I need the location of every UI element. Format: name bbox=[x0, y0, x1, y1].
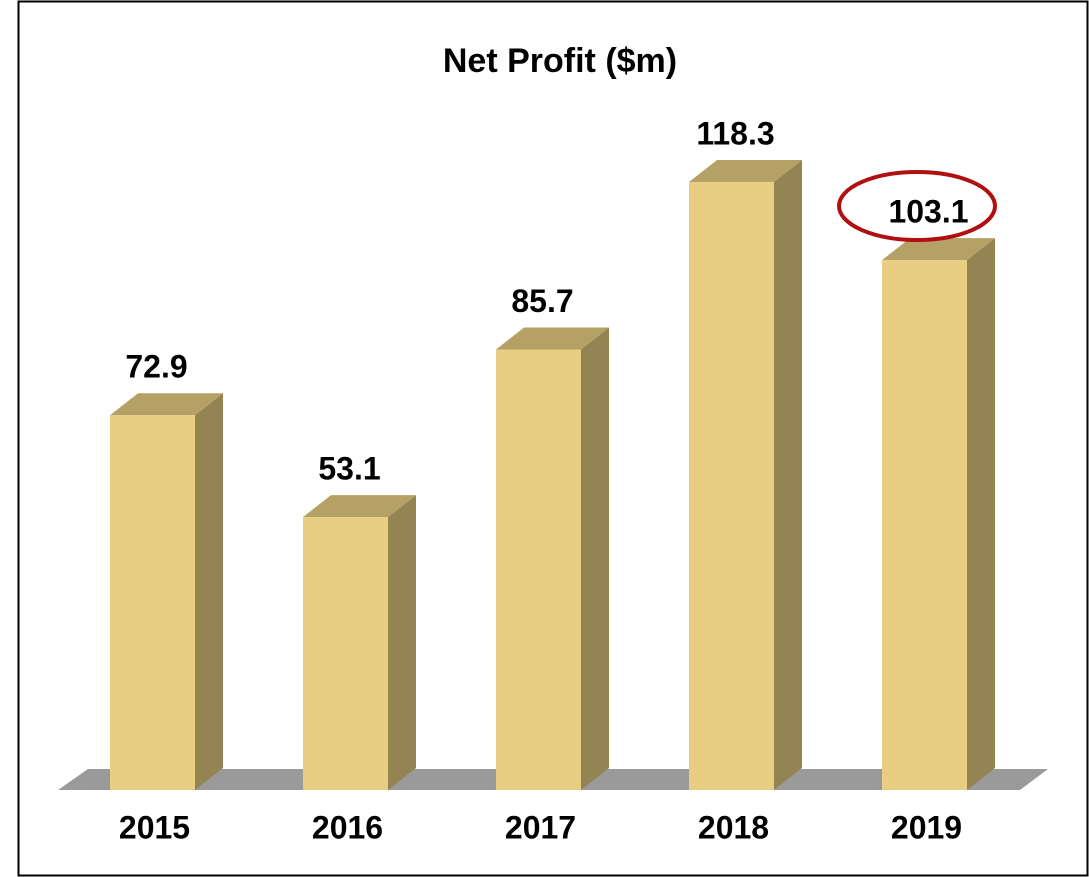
bar bbox=[882, 238, 995, 791]
bar-side bbox=[195, 393, 223, 790]
bar-front bbox=[882, 260, 967, 790]
bar-front bbox=[496, 349, 581, 790]
bar-top bbox=[303, 495, 416, 518]
bar-top bbox=[689, 159, 802, 182]
bar-front bbox=[110, 415, 195, 790]
bar-side bbox=[774, 159, 802, 791]
bar-top bbox=[110, 393, 223, 416]
bar-top bbox=[496, 327, 609, 350]
value-label: 72.9 bbox=[125, 349, 187, 385]
bar bbox=[496, 327, 609, 790]
chart-title: Net Profit ($m) bbox=[443, 42, 677, 80]
value-label: 53.1 bbox=[318, 451, 380, 487]
bar bbox=[110, 393, 223, 790]
bar-side bbox=[967, 238, 995, 791]
x-tick-label: 2018 bbox=[698, 809, 769, 845]
bar-front bbox=[689, 181, 774, 791]
bar-side bbox=[388, 495, 416, 790]
bar-side bbox=[581, 327, 609, 790]
x-tick-label: 2019 bbox=[891, 809, 962, 845]
highlight-ring bbox=[837, 170, 997, 242]
bar bbox=[303, 495, 416, 790]
x-tick-label: 2017 bbox=[505, 809, 576, 845]
value-label: 103.1 bbox=[888, 194, 968, 230]
bar-top bbox=[882, 238, 995, 261]
bar-front bbox=[303, 517, 388, 790]
bar bbox=[689, 159, 802, 791]
bars: 72.9 2015 53.1 2016 85.7 2017 118.3 2018 103.1 20… bbox=[110, 115, 995, 845]
value-label: 118.3 bbox=[696, 115, 774, 151]
x-tick-label: 2016 bbox=[312, 809, 383, 845]
x-tick-label: 2015 bbox=[119, 809, 190, 845]
value-label: 85.7 bbox=[511, 283, 573, 319]
